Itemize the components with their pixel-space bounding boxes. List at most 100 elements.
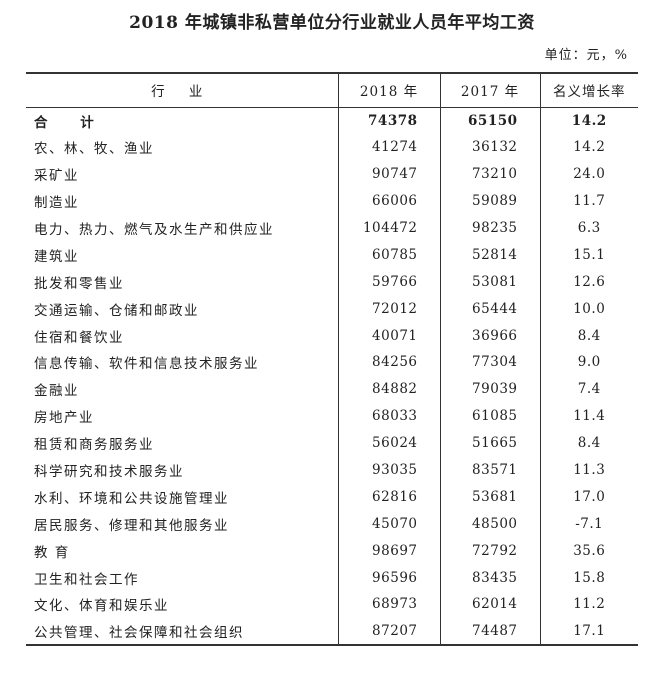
row-2018-wage: 90747 bbox=[337, 160, 440, 188]
row-2018-wage: 68033 bbox=[337, 402, 440, 430]
table-row: 采矿业 90747 73210 24.0 bbox=[26, 160, 638, 188]
table-row-total: 合 计 74378 65150 14.2 bbox=[26, 107, 638, 134]
row-industry: 交通运输、仓储和邮政业 bbox=[34, 302, 199, 319]
table-row: 水利、环境和公共设施管理业 62816 53681 17.0 bbox=[26, 483, 638, 511]
row-industry: 水利、环境和公共设施管理业 bbox=[34, 490, 229, 507]
row-2017-wage: 77304 bbox=[439, 349, 540, 376]
row-2017-wage: 62014 bbox=[439, 591, 540, 618]
row-2018-wage: 104472 bbox=[337, 214, 440, 242]
row-2017-wage: 74487 bbox=[439, 617, 540, 646]
row-2017-wage: 53681 bbox=[439, 483, 540, 511]
row-industry: 批发和零售业 bbox=[34, 275, 124, 292]
row-2017-wage: 48500 bbox=[439, 510, 540, 538]
table-row: 信息传输、软件和信息技术服务业 84256 77304 9.0 bbox=[26, 349, 638, 376]
row-2018-wage: 87207 bbox=[337, 617, 440, 646]
row-2017-wage: 36966 bbox=[439, 322, 540, 350]
row-growth-rate: 14.2 bbox=[539, 133, 638, 161]
table-row: 公共管理、社会保障和社会组织 87207 74487 17.1 bbox=[26, 617, 638, 646]
row-growth-rate: 24.0 bbox=[539, 160, 638, 188]
row-growth-rate: 17.1 bbox=[539, 617, 638, 646]
row-2018-wage: 60785 bbox=[337, 241, 440, 269]
table-row: 房地产业 68033 61085 11.4 bbox=[26, 402, 638, 430]
row-industry: 租赁和商务服务业 bbox=[34, 437, 154, 454]
row-2018-wage: 84256 bbox=[337, 349, 440, 376]
table-row: 电力、热力、燃气及水生产和供应业 104472 98235 6.3 bbox=[26, 214, 638, 242]
header-growth-rate: 名义增长率 bbox=[539, 72, 638, 108]
table-row: 交通运输、仓储和邮政业 72012 65444 10.0 bbox=[26, 295, 638, 323]
row-growth-rate: 15.8 bbox=[539, 564, 638, 592]
row-growth-rate: 35.6 bbox=[539, 537, 638, 565]
row-growth-rate: 11.7 bbox=[539, 187, 638, 215]
row-2018-wage: 66006 bbox=[337, 187, 440, 215]
row-2018-wage: 74378 bbox=[337, 107, 440, 134]
table-row: 建筑业 60785 52814 15.1 bbox=[26, 241, 638, 269]
row-industry: 文化、体育和娱乐业 bbox=[34, 598, 169, 615]
table-row: 文化、体育和娱乐业 68973 62014 11.2 bbox=[26, 591, 638, 618]
row-industry: 公共管理、社会保障和社会组织 bbox=[26, 617, 338, 646]
row-2017-wage: 36132 bbox=[439, 133, 540, 161]
row-2017-wage: 65150 bbox=[439, 107, 540, 134]
row-2018-wage: 59766 bbox=[337, 268, 440, 296]
row-industry: 农、林、牧、渔业 bbox=[34, 141, 154, 158]
row-growth-rate: 14.2 bbox=[539, 107, 638, 134]
row-industry: 电力、热力、燃气及水生产和供应业 bbox=[34, 222, 274, 238]
row-industry: 信息传输、软件和信息技术服务业 bbox=[34, 356, 259, 373]
row-2018-wage: 56024 bbox=[337, 429, 440, 457]
row-industry: 住宿和餐饮业 bbox=[34, 329, 124, 346]
row-2018-wage: 84882 bbox=[337, 375, 440, 403]
table-row: 批发和零售业 59766 53081 12.6 bbox=[26, 268, 638, 296]
row-2018-wage: 72012 bbox=[337, 295, 440, 323]
row-2017-wage: 65444 bbox=[439, 295, 540, 323]
row-2018-wage: 96596 bbox=[337, 564, 440, 592]
row-growth-rate: 12.6 bbox=[539, 268, 638, 296]
table-row: 租赁和商务服务业 56024 51665 8.4 bbox=[26, 429, 638, 457]
row-2018-wage: 41274 bbox=[337, 133, 440, 161]
row-2018-wage: 62816 bbox=[337, 483, 440, 511]
row-growth-rate: 6.3 bbox=[539, 214, 638, 242]
row-industry: 房地产业 bbox=[34, 410, 94, 427]
row-growth-rate: 11.4 bbox=[539, 402, 638, 430]
row-2017-wage: 79039 bbox=[439, 375, 540, 403]
row-2017-wage: 83571 bbox=[439, 456, 540, 484]
table-header-row: 行 业 2018 年 2017 年 名义增长率 bbox=[26, 72, 638, 108]
document-title: 2018 年城镇非私营单位分行业就业人员年平均工资 bbox=[129, 13, 535, 33]
row-industry: 卫生和社会工作 bbox=[34, 571, 139, 588]
row-growth-rate: 8.4 bbox=[539, 322, 638, 350]
row-industry: 制造业 bbox=[34, 195, 79, 212]
row-industry: 金融业 bbox=[34, 383, 79, 400]
row-industry: 合 计 bbox=[34, 114, 108, 131]
row-growth-rate: 7.4 bbox=[539, 375, 638, 403]
table-row: 教 育 98697 72792 35.6 bbox=[26, 537, 638, 565]
table-row: 科学研究和技术服务业 93035 83571 11.3 bbox=[26, 456, 638, 484]
row-2017-wage: 53081 bbox=[439, 268, 540, 296]
row-growth-rate: 11.2 bbox=[539, 591, 638, 618]
row-2017-wage: 98235 bbox=[439, 214, 540, 242]
table-row: 卫生和社会工作 96596 83435 15.8 bbox=[26, 564, 638, 592]
row-2018-wage: 93035 bbox=[337, 456, 440, 484]
row-growth-rate: -7.1 bbox=[539, 510, 638, 538]
row-growth-rate: 8.4 bbox=[539, 429, 638, 457]
row-industry: 居民服务、修理和其他服务业 bbox=[34, 517, 229, 534]
row-industry: 教 育 bbox=[34, 544, 70, 561]
header-2017: 2017 年 bbox=[439, 72, 540, 108]
table-row: 金融业 84882 79039 7.4 bbox=[26, 375, 638, 403]
row-growth-rate: 9.0 bbox=[539, 349, 638, 376]
row-industry: 建筑业 bbox=[34, 248, 79, 265]
table-row: 制造业 66006 59089 11.7 bbox=[26, 187, 638, 215]
row-growth-rate: 17.0 bbox=[539, 483, 638, 511]
row-growth-rate: 10.0 bbox=[539, 295, 638, 323]
row-growth-rate: 11.3 bbox=[539, 456, 638, 484]
row-2017-wage: 73210 bbox=[439, 160, 540, 188]
row-2018-wage: 98697 bbox=[337, 537, 440, 565]
table-row: 住宿和餐饮业 40071 36966 8.4 bbox=[26, 322, 638, 350]
row-2018-wage: 45070 bbox=[337, 510, 440, 538]
table-row: 农、林、牧、渔业 41274 36132 14.2 bbox=[26, 133, 638, 161]
row-2018-wage: 40071 bbox=[337, 322, 440, 350]
row-industry: 科学研究和技术服务业 bbox=[34, 464, 184, 481]
table-row: 居民服务、修理和其他服务业 45070 48500 -7.1 bbox=[26, 510, 638, 538]
header-industry: 行 业 bbox=[26, 72, 338, 108]
unit-note: 单位：元，% bbox=[544, 48, 628, 63]
row-2017-wage: 83435 bbox=[439, 564, 540, 592]
row-2017-wage: 52814 bbox=[439, 241, 540, 269]
row-2017-wage: 72792 bbox=[439, 537, 540, 565]
